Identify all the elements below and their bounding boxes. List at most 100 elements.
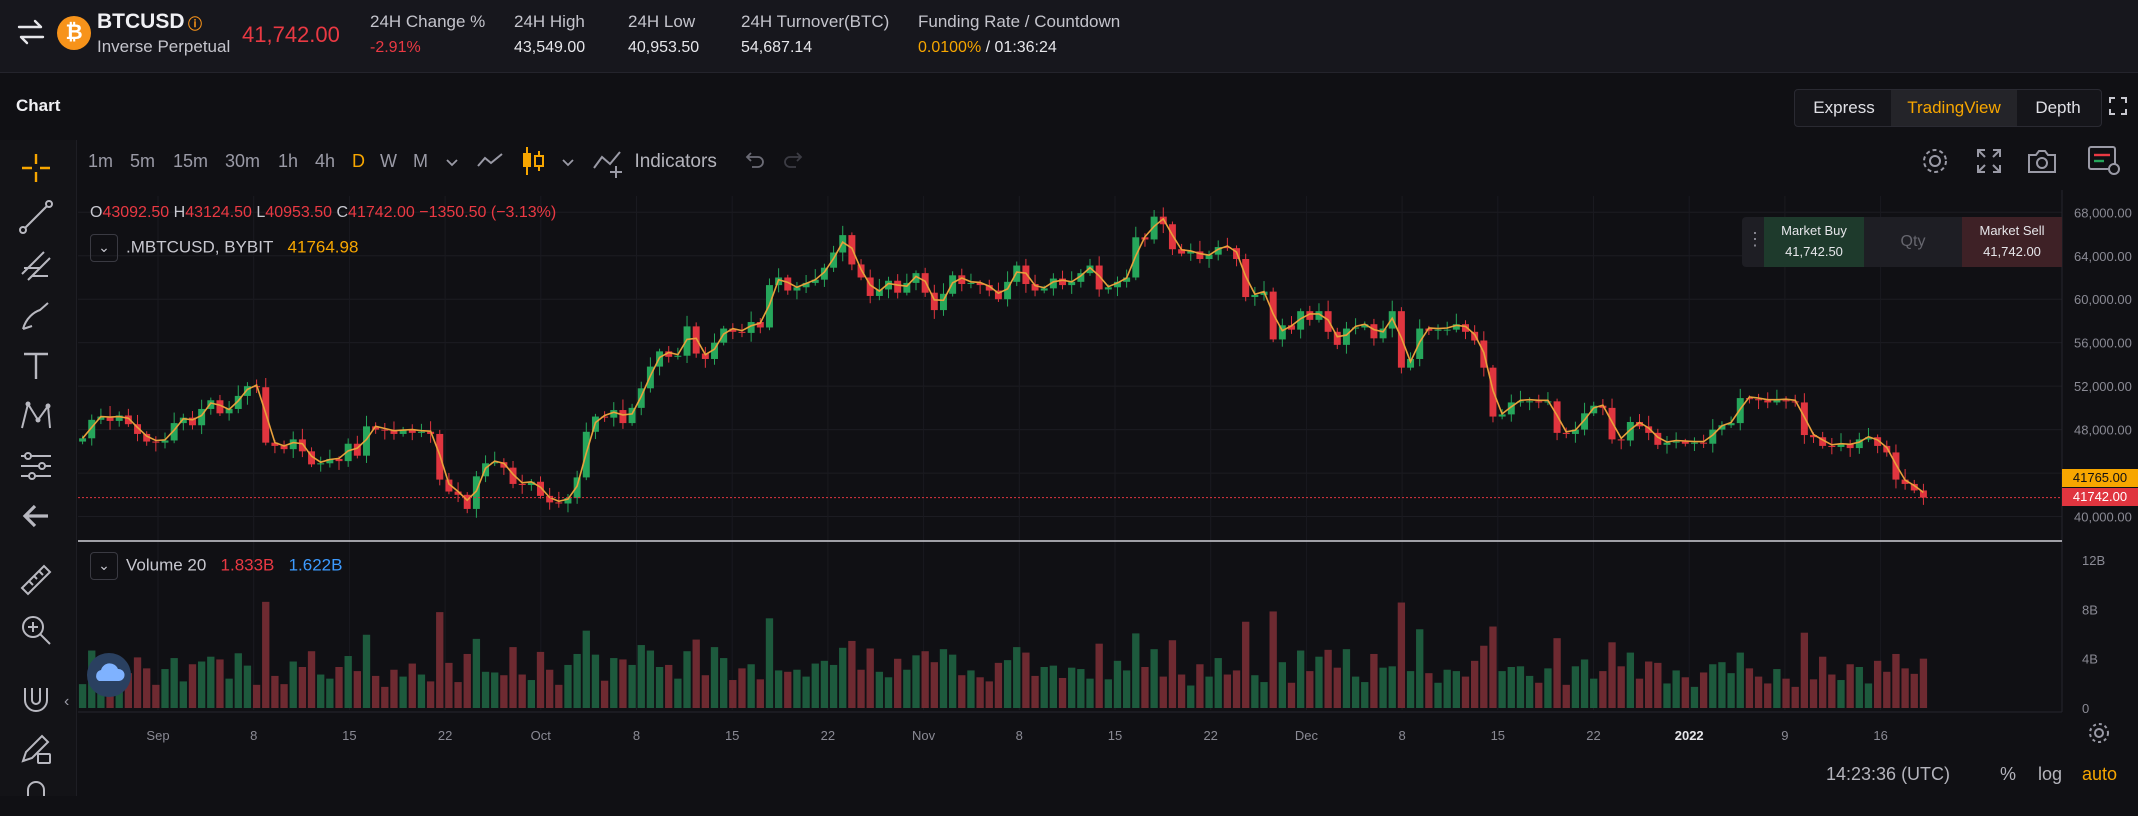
timeframe-dropdown-icon[interactable] xyxy=(444,152,460,172)
candle xyxy=(298,439,306,452)
prediction-icon[interactable] xyxy=(18,448,54,484)
tab-tradingview[interactable]: TradingView xyxy=(1891,90,2017,126)
qty-input[interactable]: Qty xyxy=(1900,233,1926,250)
candle xyxy=(1810,435,1817,438)
brush-icon[interactable] xyxy=(18,298,54,334)
volume-bar xyxy=(1837,680,1845,708)
index-name: .MBTCUSD, BYBIT xyxy=(126,237,274,257)
quick-trade-widget: ⋮⋮ Market Buy 41,742.50 Qty Market Sell … xyxy=(1742,217,2062,267)
volume-bar xyxy=(399,676,407,708)
auto-scale-toggle[interactable]: auto xyxy=(2082,764,2118,784)
candle xyxy=(152,441,160,443)
settings-gear-icon[interactable] xyxy=(1920,146,1950,176)
tab-depth[interactable]: Depth xyxy=(2035,98,2081,117)
timeframe-1h[interactable]: 1h xyxy=(278,151,299,171)
text-tool-icon[interactable] xyxy=(18,348,54,384)
market-buy-button[interactable]: Market Buy 41,742.50 xyxy=(1764,217,1864,267)
collapse-volume-icon[interactable]: ⌄ xyxy=(90,552,118,580)
candle xyxy=(1370,324,1378,339)
timeframe-d[interactable]: D xyxy=(352,151,365,171)
volume-bar xyxy=(152,684,160,708)
candle xyxy=(1855,439,1863,449)
candle xyxy=(756,322,764,328)
timeframe-w[interactable]: W xyxy=(380,151,397,171)
crosshair-icon[interactable] xyxy=(18,150,54,186)
trade-panel-icon[interactable] xyxy=(2086,144,2122,176)
time-tick-label: Sep xyxy=(146,728,169,743)
fib-tool-icon[interactable] xyxy=(18,248,54,284)
expand-icon[interactable] xyxy=(1974,146,2004,176)
candle xyxy=(106,416,114,421)
fullscreen-icon[interactable] xyxy=(2108,96,2128,116)
info-icon[interactable]: ⓘ xyxy=(188,16,202,32)
log-scale-toggle[interactable]: log xyxy=(2038,764,2063,784)
candle xyxy=(1681,441,1689,444)
volume-bar xyxy=(197,661,206,708)
cloud-icon[interactable] xyxy=(87,653,131,697)
candle xyxy=(601,416,609,418)
timeframe-1m[interactable]: 1m xyxy=(88,151,114,171)
back-arrow-icon[interactable] xyxy=(18,498,54,534)
collapse-toolbar-icon[interactable]: ‹ xyxy=(64,693,70,710)
time-tick-label: 8 xyxy=(633,728,640,743)
volume-bar xyxy=(1287,682,1296,708)
percent-scale-toggle[interactable]: % xyxy=(2000,764,2017,784)
volume-bar xyxy=(362,634,371,708)
candle xyxy=(1645,426,1653,433)
volume-bar xyxy=(857,669,865,708)
candle xyxy=(1874,437,1882,446)
candle xyxy=(390,430,398,434)
candle xyxy=(885,280,892,290)
zoom-in-icon[interactable] xyxy=(18,612,54,648)
candle xyxy=(1214,247,1222,255)
swap-icon[interactable] xyxy=(16,17,46,47)
volume-bar xyxy=(1187,685,1195,708)
volume-bar xyxy=(1416,629,1424,708)
volume-bar xyxy=(875,671,884,708)
volume-bar xyxy=(610,658,618,708)
timeframe-m[interactable]: M xyxy=(413,151,428,171)
candle xyxy=(573,477,581,499)
indicators-button[interactable]: Indicators xyxy=(592,146,717,178)
volume-bar xyxy=(1525,675,1534,708)
volume-bar xyxy=(1718,662,1726,708)
pattern-icon[interactable] xyxy=(18,398,54,434)
candle xyxy=(445,479,453,492)
price-chart[interactable]: 40,000.0044,000.0048,000.0052,000.0056,0… xyxy=(0,0,2138,796)
candle xyxy=(280,445,288,450)
candle xyxy=(124,415,132,425)
volume-bar xyxy=(1315,656,1323,708)
volume-bar xyxy=(1296,650,1305,708)
volume-bar xyxy=(655,666,664,708)
redo-icon[interactable] xyxy=(782,148,806,172)
volume-bar xyxy=(1873,660,1882,708)
candles-icon[interactable] xyxy=(520,145,546,177)
magnet-icon[interactable] xyxy=(18,680,54,716)
undo-icon[interactable] xyxy=(742,148,766,172)
line-chart-icon[interactable] xyxy=(476,148,504,174)
axis-settings-icon[interactable] xyxy=(2086,720,2112,746)
market-sell-button[interactable]: Market Sell 41,742.00 xyxy=(1962,217,2062,267)
edit-lock-icon[interactable] xyxy=(18,730,54,766)
volume-bar xyxy=(1022,652,1030,708)
time-tick-label: 15 xyxy=(1491,728,1505,743)
timeframe-15m[interactable]: 15m xyxy=(173,151,209,171)
volume-bar xyxy=(683,651,691,708)
ruler-icon[interactable] xyxy=(18,562,54,598)
timeframe-4h[interactable]: 4h xyxy=(315,151,336,171)
trend-line-icon[interactable] xyxy=(18,199,54,235)
camera-icon[interactable] xyxy=(2026,146,2058,176)
candle xyxy=(1425,328,1433,331)
volume-bar xyxy=(884,677,893,708)
candle xyxy=(1205,254,1213,260)
chart-type-dropdown-icon[interactable] xyxy=(560,152,576,172)
timeframe-30m[interactable]: 30m xyxy=(225,151,261,171)
collapse-legend-icon[interactable]: ⌄ xyxy=(90,234,118,262)
symbol-name[interactable]: BTCUSD xyxy=(97,10,185,33)
candle xyxy=(1709,429,1717,444)
price-tick-label: 48,000.00 xyxy=(2074,423,2132,438)
timeframe-5m[interactable]: 5m xyxy=(130,151,156,171)
tab-express[interactable]: Express xyxy=(1813,98,1875,117)
lock-icon[interactable] xyxy=(18,780,54,816)
volume-bar xyxy=(1425,673,1433,708)
